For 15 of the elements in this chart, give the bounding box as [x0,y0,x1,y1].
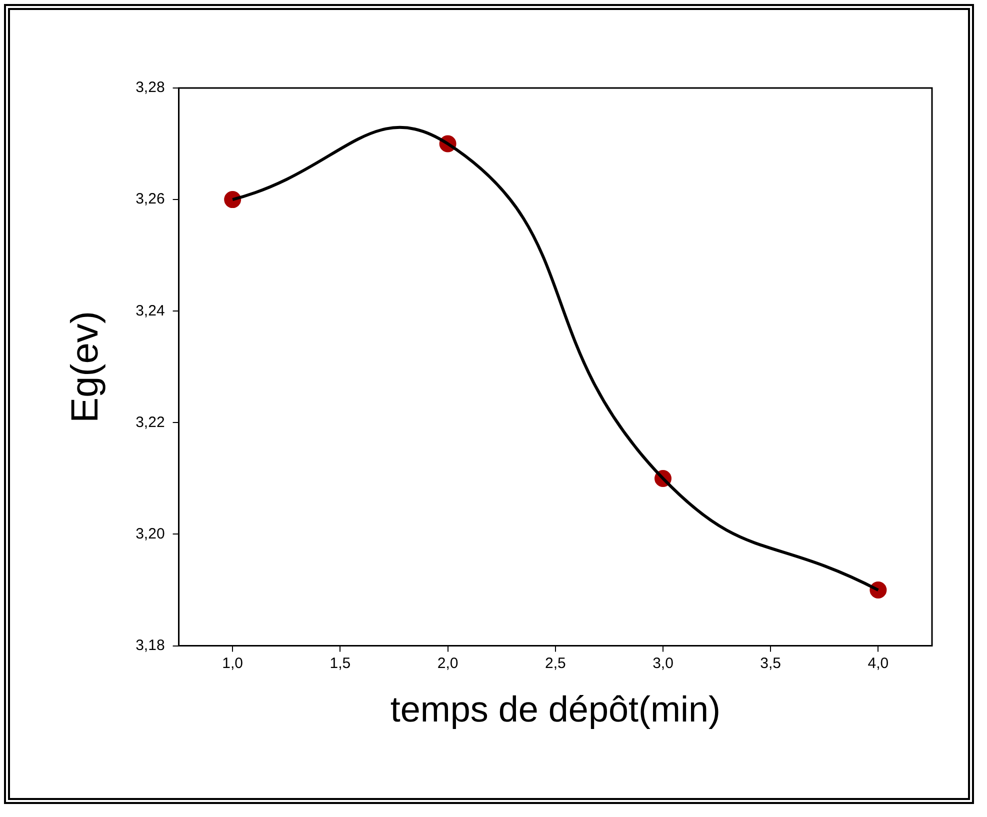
y-tick-label: 3,20 [136,525,165,542]
x-tick-label: 4,0 [868,654,889,672]
x-tick-label: 2,0 [437,654,458,672]
x-tick-label: 3,0 [652,654,674,672]
x-tick-label: 2,5 [544,654,566,672]
y-tick-label: 3,26 [136,190,165,208]
y-tick-label: 3,24 [136,302,165,320]
x-tick-label: 1,0 [222,654,244,672]
x-axis-title: temps de dépôt(min) [390,688,720,730]
y-tick-label: 3,28 [136,79,165,96]
y-tick-label: 3,18 [136,636,165,654]
x-tick-label: 3,5 [760,654,782,672]
y-axis-title: Eg(ev) [64,310,106,423]
y-tick-label: 3,22 [136,414,165,431]
x-tick-label: 1,5 [330,654,351,672]
